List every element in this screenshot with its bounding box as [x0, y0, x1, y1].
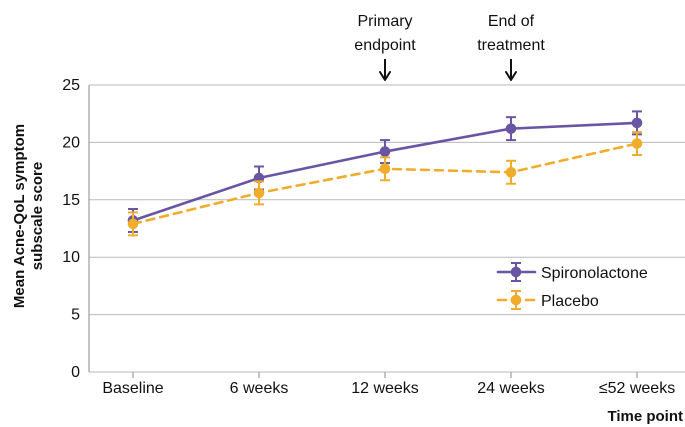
annotation-2-arrow-head: [505, 71, 517, 81]
x-tick-label: Baseline: [102, 380, 163, 397]
annotation-2-line-2: treatment: [477, 37, 545, 54]
spironolactone-point: [505, 123, 517, 134]
annotation-2-line-1: End of: [488, 13, 535, 30]
y-axis-title-line-2: subscale score: [29, 162, 46, 270]
spironolactone-point: [379, 146, 391, 157]
legend-marker: [510, 266, 522, 278]
annotation-1-line-2: endpoint: [354, 37, 416, 54]
x-tick-label: 12 weeks: [351, 380, 419, 397]
annotation-1-line-1: Primary: [357, 13, 412, 30]
x-tick-label: 6 weeks: [230, 380, 289, 397]
legend-label: Placebo: [541, 293, 599, 310]
y-axis-title-line-1: Mean Acne-QoL symptom: [11, 124, 28, 308]
y-tick-label: 0: [71, 364, 80, 381]
legend-item-spironolactone: Spironolactone: [496, 262, 648, 282]
y-tick-label: 15: [62, 192, 80, 209]
legend-marker: [510, 294, 522, 306]
x-axis-title: Time point: [607, 408, 683, 425]
grid-layer: [89, 84, 685, 373]
y-tick-label: 10: [62, 249, 80, 266]
annotation-layer: Primary endpoint End of treatment: [354, 13, 545, 81]
placebo-point: [253, 187, 265, 199]
legend-item-placebo: Placebo: [496, 290, 599, 310]
placebo-point: [379, 163, 391, 175]
y-tick-label: 25: [62, 77, 80, 94]
placebo-point: [127, 218, 139, 230]
annotation-1: Primary endpoint: [354, 13, 416, 81]
spironolactone-point: [631, 117, 643, 129]
placebo-point: [505, 166, 517, 178]
annotation-2: End of treatment: [477, 13, 545, 81]
y-tick-label: 20: [62, 134, 80, 151]
placebo-point: [631, 138, 643, 149]
series-layer: [127, 110, 643, 237]
title-layer: Time point Mean Acne-QoL symptom subscale …: [11, 124, 683, 425]
series-placebo: [127, 131, 643, 237]
y-axis-title: Mean Acne-QoL symptom subscale score: [11, 124, 46, 308]
legend-layer: Spironolactone Placebo: [496, 262, 648, 310]
x-tick-label: 24 weeks: [477, 380, 545, 397]
y-tick-label: 5: [71, 307, 80, 324]
axes-layer: 0 5 10 15 20 25 Baseline 6 weeks 12 weeks 24 week…: [62, 77, 675, 397]
annotation-1-arrow-head: [379, 71, 391, 81]
x-tick-label: ≤52 weeks: [599, 380, 675, 397]
legend-label: Spironolactone: [541, 265, 648, 282]
